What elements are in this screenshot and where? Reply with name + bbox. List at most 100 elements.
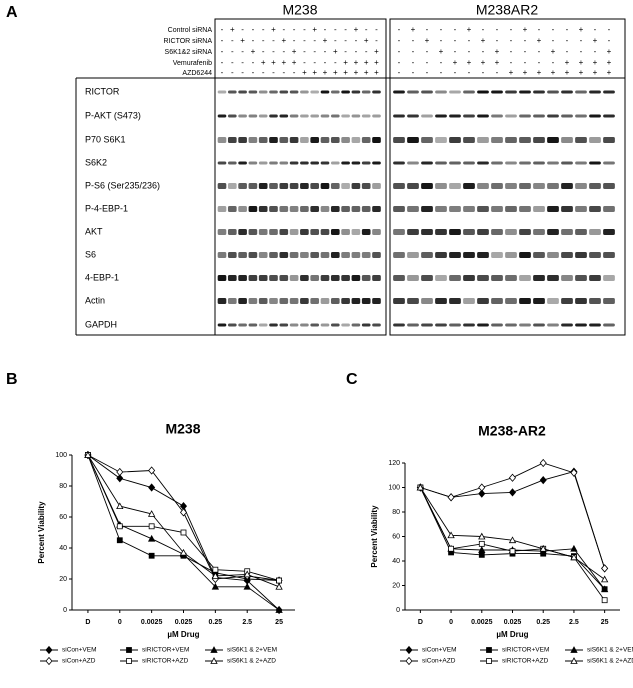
treatment-sign: - [482, 25, 485, 34]
treatment-label: RICTOR siRNA [164, 38, 213, 45]
data-point [243, 570, 251, 578]
blot-band [519, 183, 531, 189]
blot-band [505, 298, 517, 304]
blot-band [258, 183, 268, 189]
treatment-sign: - [324, 25, 327, 34]
blot-band [310, 161, 320, 165]
blot-band [603, 323, 615, 327]
blot-band [533, 90, 545, 94]
blot-band [603, 161, 615, 165]
treatment-sign: + [579, 58, 584, 67]
blot-band [320, 298, 330, 304]
blot-band [310, 252, 320, 258]
data-point [570, 468, 578, 477]
blot-band [320, 137, 330, 143]
blot-band [217, 183, 227, 189]
blot-band [575, 323, 587, 327]
blot-band [341, 206, 350, 212]
treatment-sign: + [364, 58, 369, 67]
treatment-sign: + [261, 58, 266, 67]
treatment-sign: - [272, 36, 275, 45]
blot-band [421, 229, 433, 235]
blot-band [435, 137, 447, 143]
blot-band [341, 323, 350, 327]
blot-band [393, 90, 405, 94]
blot-band [351, 275, 361, 281]
blot-band [258, 114, 268, 118]
blot-band [217, 323, 227, 327]
blot-band [269, 114, 278, 118]
legend-label: siS6K1 & 2+VEM [227, 647, 277, 654]
blot-band [269, 323, 278, 327]
treatment-sign: - [454, 47, 457, 56]
blot-band [477, 137, 489, 143]
blot-band [279, 137, 289, 143]
treatment-sign: + [593, 36, 598, 45]
treatment-sign: + [579, 25, 584, 34]
blot-band [279, 183, 289, 189]
blot-band [351, 206, 361, 212]
x-tick-label: 25 [601, 619, 609, 626]
treatment-sign: - [221, 36, 224, 45]
blot-band [351, 298, 361, 304]
treatment-sign: + [551, 47, 556, 56]
treatment-sign: + [240, 36, 245, 45]
blot-band [227, 229, 237, 235]
treatment-sign: + [509, 68, 514, 77]
blot-band [491, 137, 503, 143]
blot-band [575, 114, 587, 118]
blot-band [258, 275, 268, 281]
blot-band [449, 275, 461, 281]
blot-band [589, 90, 601, 94]
treatment-sign: - [468, 68, 471, 77]
protein-label: S6K2 [85, 157, 107, 167]
blot-band [248, 206, 258, 212]
blot-band [330, 161, 340, 165]
blot-band [421, 137, 433, 143]
data-point [508, 488, 517, 497]
treatment-sign: - [538, 25, 541, 34]
data-point [179, 548, 188, 556]
blot-band [575, 206, 587, 212]
protein-label: AKT [85, 226, 103, 236]
blot-band [330, 114, 340, 118]
treatment-sign: - [594, 25, 597, 34]
blot-band [217, 90, 227, 94]
blot-band [330, 137, 340, 143]
treatment-sign: + [467, 25, 472, 34]
blot-frame [214, 18, 387, 336]
blot-band [238, 252, 247, 258]
treatment-sign: - [241, 25, 244, 34]
blot-band [421, 275, 433, 281]
x-tick-label: 2.5 [569, 619, 579, 626]
blot-band [361, 137, 371, 143]
blot-band [575, 298, 587, 304]
blot-band [463, 275, 475, 281]
legend-marker [486, 658, 492, 664]
data-point [84, 451, 92, 458]
blot-band [320, 275, 330, 281]
treatment-sign: - [538, 58, 541, 67]
treatment-sign: - [552, 58, 555, 67]
blot-band [361, 323, 371, 327]
treatment-sign: - [440, 36, 443, 45]
blot-band [320, 323, 330, 327]
treatment-sign: - [440, 25, 443, 34]
blot-band [533, 206, 545, 212]
treatment-sign: - [426, 47, 429, 56]
blot-band [372, 229, 381, 235]
treatment-sign: - [344, 25, 347, 34]
treatment-sign: + [354, 68, 359, 77]
y-tick-label: 120 [388, 460, 400, 467]
blot-band [238, 229, 247, 235]
blot-band [310, 206, 320, 212]
data-point [447, 531, 455, 539]
blot-band [547, 161, 559, 165]
data-point [508, 473, 517, 482]
blot-band [561, 323, 573, 327]
data-point [211, 572, 220, 579]
treatment-sign: + [323, 68, 328, 77]
chart-title: M238 [165, 421, 200, 437]
blot-band [477, 298, 489, 304]
blot-band [491, 90, 503, 94]
